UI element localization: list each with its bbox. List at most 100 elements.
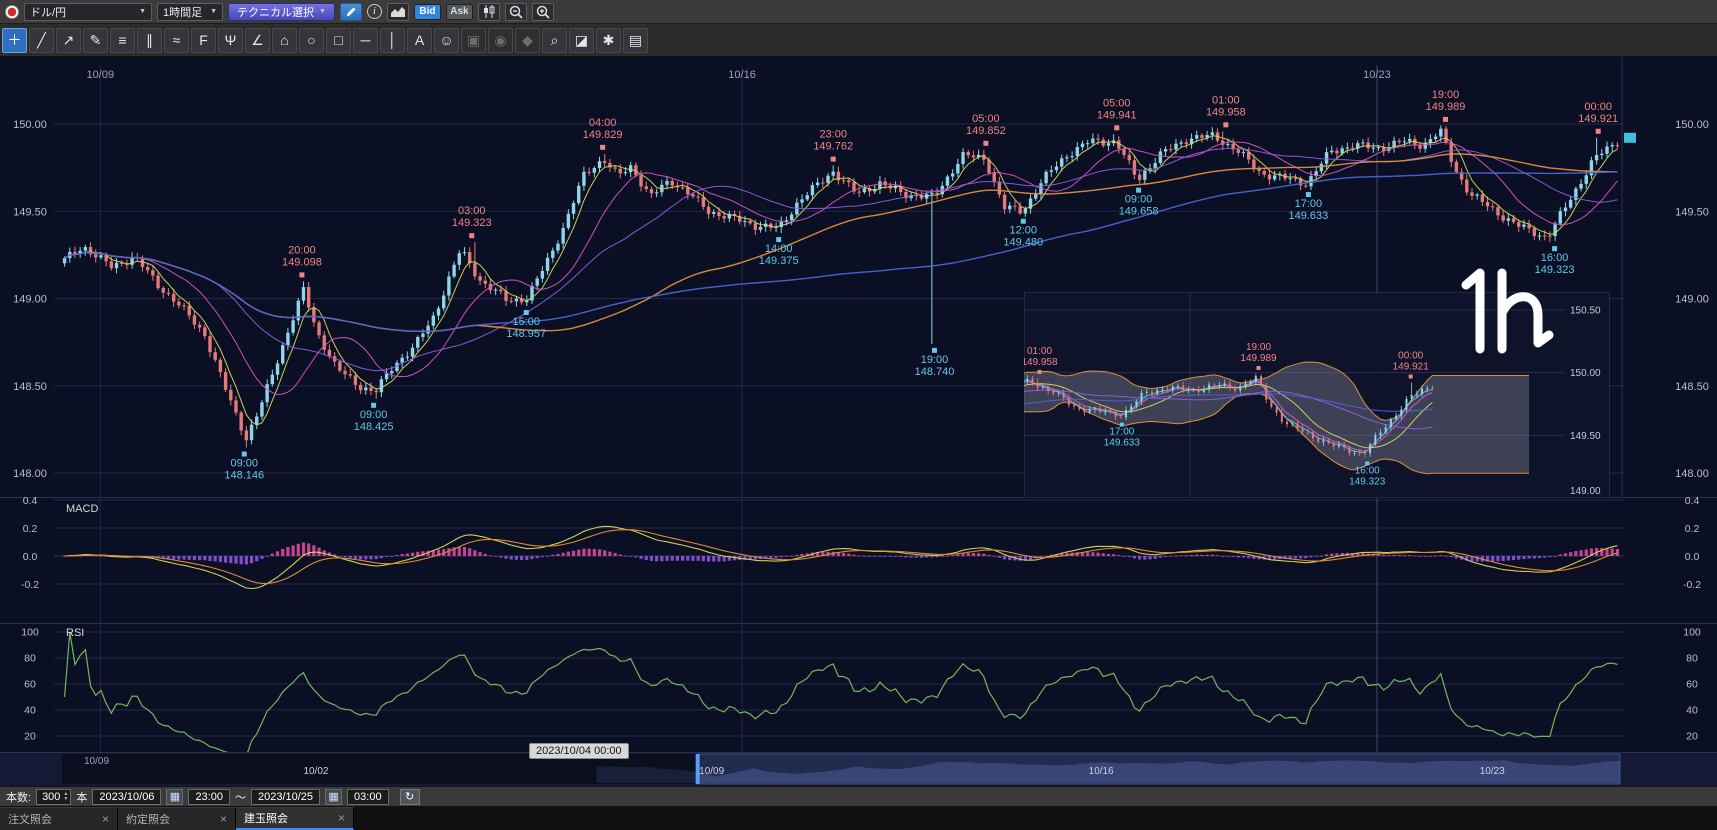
svg-text:148.50: 148.50 [13,381,47,393]
svg-text:149.941: 149.941 [1097,109,1137,121]
polygon-tool[interactable]: ⌂ [272,27,297,53]
tab-order-inquiry[interactable]: 注文照会 × [0,807,118,830]
svg-text:149.852: 149.852 [966,125,1006,137]
tab-position-inquiry[interactable]: 建玉照会 × [236,807,354,830]
trendline-tool[interactable]: ╱ [29,27,54,53]
pitchfork-tool[interactable]: Ψ [218,27,243,53]
navigator-handle[interactable] [695,754,700,784]
svg-text:149.989: 149.989 [1426,101,1466,113]
svg-text:149.50: 149.50 [1570,431,1601,442]
svg-text:150.00: 150.00 [1570,368,1601,379]
svg-text:0.2: 0.2 [1685,523,1700,535]
save-tool[interactable]: ▤ [623,27,648,53]
svg-text:149.633: 149.633 [1289,210,1329,222]
rectangle-tool[interactable]: □ [326,27,351,53]
candlesticks [62,125,1620,448]
svg-text:05:00: 05:00 [1103,97,1131,109]
svg-text:20:00: 20:00 [288,244,316,256]
navigator-window[interactable] [697,753,1621,785]
svg-text:01:00: 01:00 [1212,94,1240,106]
horizontal-lines-tool[interactable]: ≡ [110,27,135,53]
count-input[interactable]: 300 ▲ ▼ [36,788,72,805]
date-tooltip: 2023/10/04 00:00 [529,743,629,759]
svg-text:15:00: 15:00 [513,316,541,328]
zoom-in-icon [536,5,550,19]
macd-panel[interactable]: 0.4 0.4 0.2 0.2 0.0 0.0 -0.2 -0.2 MACD [0,497,1717,623]
gann-fan-tool[interactable]: ∠ [245,27,270,53]
settings-tool[interactable]: ✱ [596,27,621,53]
ellipse-tool[interactable]: ○ [299,27,324,53]
spin-up-icon[interactable]: ▲ [63,790,69,797]
to-time-input[interactable]: 03:00 [347,788,389,805]
svg-text:19:00: 19:00 [1246,342,1271,353]
svg-text:16:00: 16:00 [1355,465,1380,476]
wave-tool[interactable]: ≈ [164,27,189,53]
rsi-panel[interactable]: 100 100 80 80 60 60 40 40 20 20 RSI [0,623,1717,752]
count-value: 300 [42,790,61,803]
link-tool: ▣ [461,27,486,53]
zoom-out-button[interactable] [504,2,527,21]
calendar-icon[interactable]: ▦ [166,788,184,805]
bid-button[interactable]: Bid [413,3,441,20]
svg-text:17:00: 17:00 [1295,198,1323,210]
svg-text:20: 20 [24,731,36,743]
svg-text:150.00: 150.00 [13,119,47,131]
tab-execution-inquiry[interactable]: 約定照会 × [118,807,236,830]
fibonacci-tool[interactable]: F [191,27,216,53]
zoom-in-button[interactable] [531,2,554,21]
info-icon[interactable]: i [366,4,382,19]
draw-mode-button[interactable] [339,2,362,21]
svg-text:10/23: 10/23 [1480,766,1505,777]
svg-text:03:00: 03:00 [458,205,486,217]
ask-button[interactable]: Ask [445,3,473,20]
spinner-arrows[interactable]: ▲ ▼ [63,790,69,802]
timeframe-selector[interactable]: 1時間足 ▼ [157,2,223,21]
technical-select-button[interactable]: テクニカル選択 ▼ [228,2,335,21]
svg-text:149.921: 149.921 [1393,362,1430,373]
high-low-annotations: 09:00148.14620:00149.09809:00148.42503:0… [224,89,1618,482]
svg-text:40: 40 [24,705,36,717]
svg-text:16:00: 16:00 [1541,252,1569,264]
navigator[interactable]: 10/02 10/09 10/16 10/23 [0,752,1717,786]
svg-text:149.323: 149.323 [1535,264,1575,276]
eraser-tool[interactable]: ◪ [569,27,594,53]
to-date-input[interactable]: 2023/10/25 [250,788,321,805]
close-icon[interactable]: × [219,812,227,826]
spin-down-icon[interactable]: ▼ [63,795,69,802]
chart-style-button[interactable] [386,2,409,21]
horizontal-line-tool[interactable]: ─ [353,27,378,53]
from-time-input[interactable]: 23:00 [188,788,230,805]
reset-range-button[interactable]: ↻ [399,788,420,805]
calendar-icon[interactable]: ▦ [325,788,343,805]
vertical-line-tool[interactable]: │ [380,27,405,53]
zoom-tool[interactable]: ⌕ [542,27,567,53]
close-icon[interactable]: × [101,812,109,826]
svg-text:149.375: 149.375 [759,255,799,267]
ray-tool[interactable]: ↗ [56,27,81,53]
range-tilde: ～ [234,791,246,804]
parallel-lines-tool[interactable]: ∥ [137,27,162,53]
pencil-tool[interactable]: ✎ [83,27,108,53]
tab-label: 建玉照会 [244,813,288,825]
hand-drawn-1h-annotation [1461,268,1554,354]
svg-text:148.50: 148.50 [1675,381,1709,393]
svg-text:10/09: 10/09 [87,69,115,81]
crosshair-tool[interactable]: ＋ [2,27,27,53]
from-date-input[interactable]: 2023/10/06 [92,788,162,805]
close-icon[interactable]: × [337,811,345,825]
svg-text:148.00: 148.00 [1675,468,1709,480]
svg-text:19:00: 19:00 [921,354,949,366]
candle-type-button[interactable] [477,2,500,21]
timeframe-label: 1時間足 [163,6,203,19]
chevron-down-icon: ▼ [139,8,146,15]
svg-text:09:00: 09:00 [360,409,388,421]
text-tool[interactable]: A [407,27,432,53]
chevron-down-icon: ▼ [319,8,326,15]
pair-selector[interactable]: ドル/円 ▼ [24,2,152,21]
svg-text:0.4: 0.4 [23,497,38,507]
svg-text:04:00: 04:00 [589,117,617,129]
svg-text:100: 100 [21,627,39,639]
icon-stamp-tool[interactable]: ☺ [434,27,459,53]
svg-text:14:00: 14:00 [765,243,793,255]
